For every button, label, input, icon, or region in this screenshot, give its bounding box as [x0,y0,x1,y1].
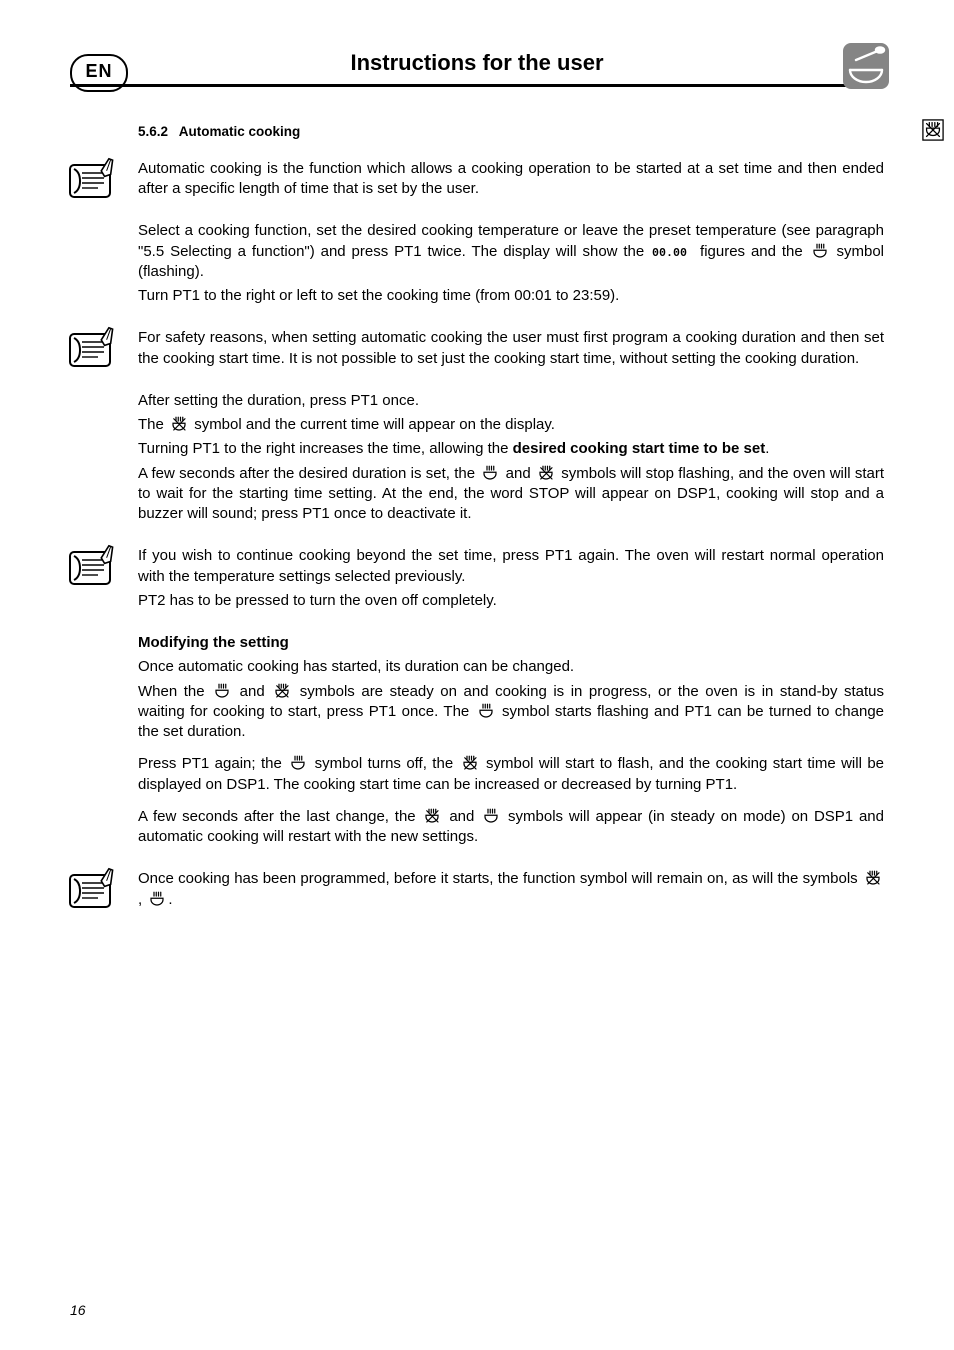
page-header: EN Instructions for the user [70,48,884,87]
pot-crossed-boxed-icon [922,119,944,141]
digits-icon: 00.00 [652,244,692,260]
language-badge: EN [70,54,128,92]
pot-crossed-icon [461,754,479,772]
text-run: and [449,808,480,825]
header-rule [70,84,884,87]
paragraph-block: After setting the duration, press PT1 on… [138,391,884,525]
note-text: Once cooking has been programmed, before… [138,869,884,910]
pot-crossed-icon [864,869,882,887]
page-title: Instructions for the user [70,48,884,78]
page: EN Instructions for the user 5.6.2 Autom… [0,0,954,1350]
body-text: After setting the duration, press PT1 on… [138,391,884,411]
text-run: A few seconds after the desired duration… [138,465,479,482]
body-text: Select a cooking function, set the desir… [138,221,884,282]
page-number: 16 [70,1301,86,1320]
note-block: Once cooking has been programmed, before… [138,869,884,910]
body-text: A few seconds after the desired duration… [138,464,884,525]
subsection-heading: Modifying the setting [138,633,884,653]
note-block: Automatic cooking is the function which … [138,159,884,200]
note-icon [68,157,120,201]
cooking-bowl-icon [842,42,890,90]
text-run: Turning PT1 to the right increases the t… [138,440,513,457]
text-run-bold: desired cooking start time to be set [513,440,766,457]
text-run: When the [138,683,211,700]
subsection-block: Modifying the setting Once automatic coo… [138,633,884,847]
body-text: Turn PT1 to the right or left to set the… [138,286,884,306]
paragraph-block: Select a cooking function, set the desir… [138,221,884,306]
body-text: Once automatic cooking has started, its … [138,657,884,677]
body-text: The symbol and the current time will app… [138,415,884,435]
pot-crossed-icon [423,807,441,825]
text-run: . [765,440,769,457]
note-block: If you wish to continue cooking beyond t… [138,546,884,611]
pot-icon [148,890,166,908]
body-text: A few seconds after the last change, the… [138,807,884,848]
text-run: . [168,891,172,908]
pot-icon [289,754,307,772]
note-block: For safety reasons, when setting automat… [138,328,884,369]
body-text: When the and symbols are steady on and c… [138,682,884,743]
body-text: Press PT1 again; the symbol turns off, t… [138,754,884,795]
note-icon [68,326,120,370]
note-text: For safety reasons, when setting automat… [138,328,884,369]
section-number: 5.6.2 [138,124,168,139]
text-run: symbol and the current time will appear … [194,416,555,433]
text-run: and [506,465,535,482]
note-icon [68,867,120,911]
text-run: figures and the [700,243,809,260]
pot-icon [481,464,499,482]
pot-icon [482,807,500,825]
text-run: A few seconds after the last change, the [138,808,421,825]
text-run: Once cooking has been programmed, before… [138,870,862,887]
body-text: Turning PT1 to the right increases the t… [138,439,884,459]
section-heading: 5.6.2 Automatic cooking [138,123,884,141]
text-run: , [138,891,146,908]
section-title: Automatic cooking [179,124,301,139]
pot-crossed-icon [537,464,555,482]
text-run: The [138,416,168,433]
note-text: Automatic cooking is the function which … [138,159,884,200]
text-run: Press PT1 again; the [138,755,287,772]
text-run: and [240,683,272,700]
content-area: 5.6.2 Automatic cooking Automatic cookin… [70,123,884,910]
pot-icon [811,242,829,260]
pot-crossed-icon [170,415,188,433]
text-run: symbol turns off, the [315,755,459,772]
note-text: If you wish to continue cooking beyond t… [138,546,884,587]
note-icon [68,544,120,588]
pot-icon [213,682,231,700]
pot-icon [477,702,495,720]
note-text: PT2 has to be pressed to turn the oven o… [138,591,884,611]
pot-crossed-icon [273,682,291,700]
